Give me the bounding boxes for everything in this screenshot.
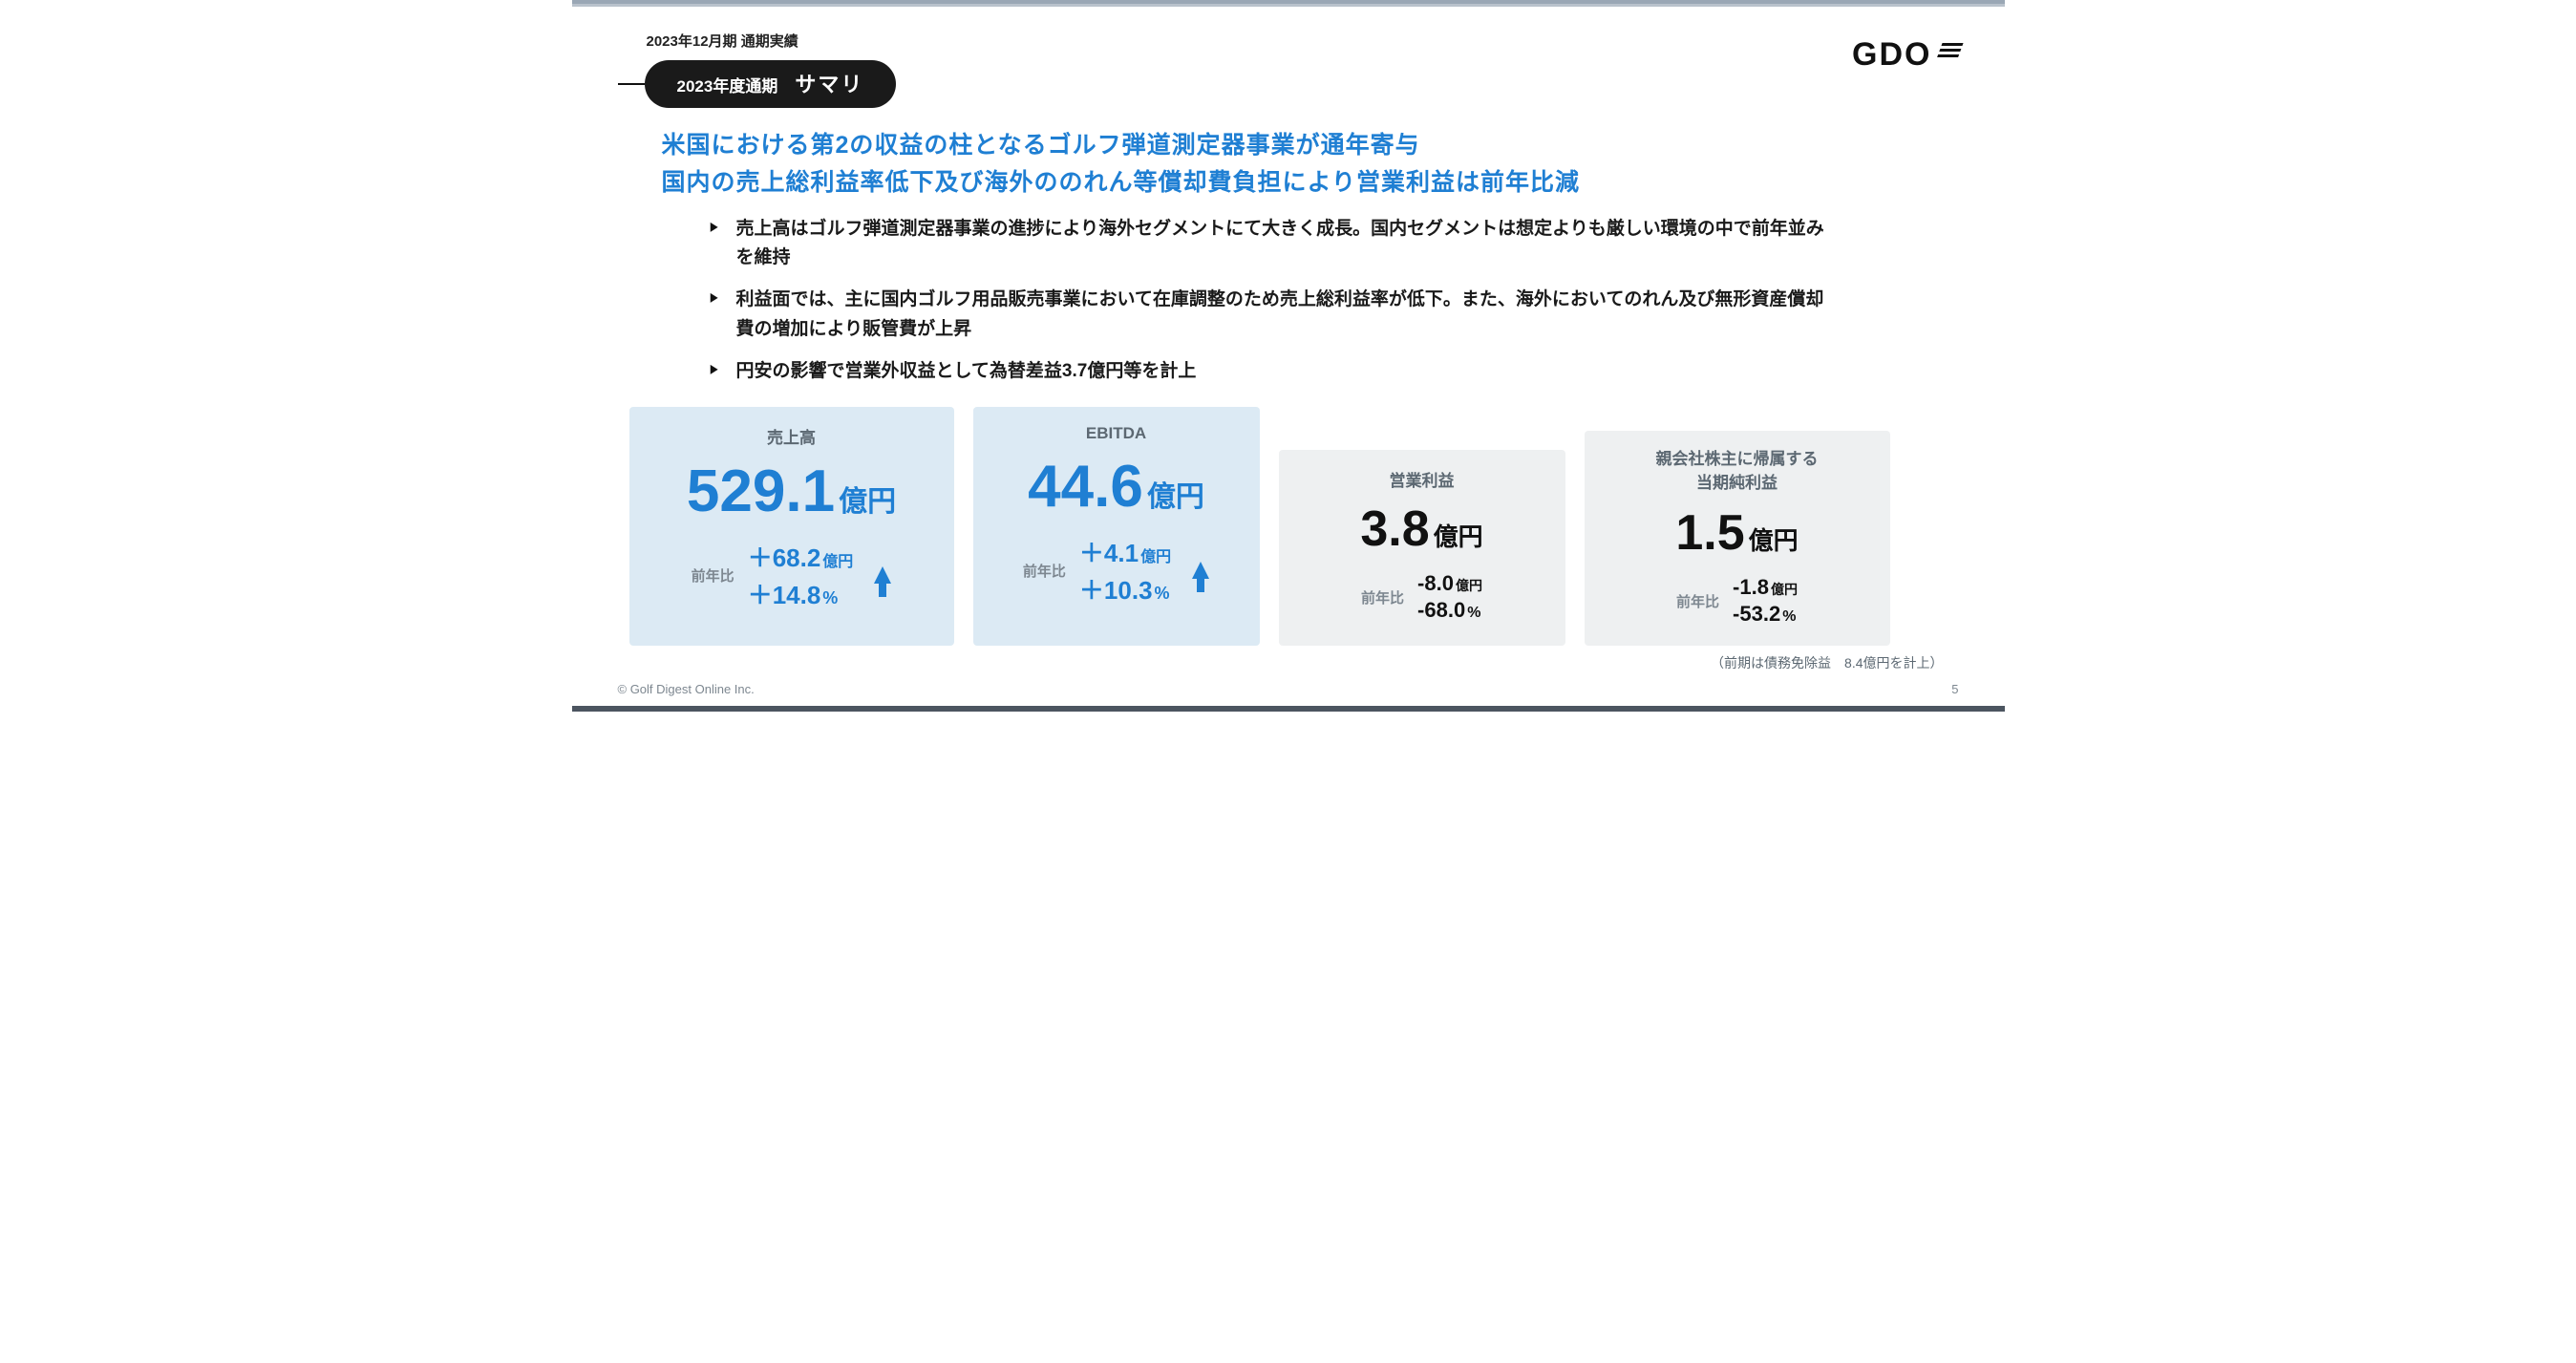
delta-values: ＋4.1億円 ＋10.3% (1079, 534, 1171, 607)
card-title: 営業利益 (1390, 467, 1455, 491)
delta-abs: ＋4.1 (1079, 534, 1139, 569)
bullet-list: 売上高はゴルフ弾道測定器事業の進捗により海外セグメントにて大きく成長。国内セグメ… (710, 215, 1959, 387)
headline-line-2: 国内の売上総利益率低下及び海外ののれん等償却費負担により営業利益は前年比減 (662, 164, 1959, 202)
arrow-up-icon (874, 566, 891, 584)
logo-stripes-icon (1933, 43, 1963, 67)
bullet-item: 売上高はゴルフ弾道測定器事業の進捗により海外セグメントにて大きく成長。国内セグメ… (710, 215, 1837, 273)
delta-values: -8.0億円 -68.0% (1417, 571, 1482, 623)
delta-abs-unit: 億円 (1771, 580, 1798, 599)
delta-abs-unit: 億円 (822, 548, 853, 571)
card-value: 3.8 億円 (1360, 500, 1482, 558)
delta-values: -1.8億円 -53.2% (1733, 575, 1798, 627)
logo: GDO (1852, 31, 1958, 74)
yoy-label: 前年比 (1676, 591, 1719, 611)
card-title: EBITDA (1086, 424, 1146, 443)
value-number: 44.6 (1028, 453, 1143, 521)
card-net-income: 親会社株主に帰属する 当期純利益 1.5 億円 前年比 -1.8億円 -53.2… (1585, 431, 1890, 646)
page-number: 5 (1951, 682, 1958, 696)
logo-text: GDO (1852, 36, 1931, 74)
card-delta: 前年比 ＋4.1億円 ＋10.3% (992, 534, 1241, 607)
breadcrumb: 2023年12月期 通期実績 (647, 31, 897, 51)
delta-abs: ＋68.2 (748, 539, 821, 574)
card-value: 44.6 億円 (1028, 453, 1204, 521)
card-title-line-1: 親会社株主に帰属する (1656, 448, 1819, 472)
value-number: 3.8 (1360, 500, 1429, 558)
title-pill: 2023年度通期 サマリ (645, 60, 897, 108)
card-value: 529.1 億円 (687, 458, 896, 525)
delta-abs-unit: 億円 (1140, 543, 1171, 566)
yoy-label: 前年比 (692, 565, 734, 586)
card-title: 親会社株主に帰属する 当期純利益 (1656, 448, 1819, 495)
title-period: 2023年度通期 (677, 73, 778, 96)
title-label: サマリ (795, 68, 863, 98)
delta-pct-unit: % (1155, 584, 1170, 604)
bottom-rule (572, 706, 2005, 712)
title-dash (618, 83, 645, 85)
delta-pct-unit: % (1467, 605, 1480, 622)
kpi-cards: 売上高 529.1 億円 前年比 ＋68.2億円 ＋14.8% EBITDA 4… (629, 407, 1959, 646)
delta-abs-unit: 億円 (1456, 576, 1482, 595)
card-value: 1.5 億円 (1675, 504, 1798, 562)
value-unit: 億円 (1434, 518, 1483, 553)
delta-pct-unit: % (1782, 608, 1796, 626)
yoy-label: 前年比 (1023, 561, 1066, 581)
header: 2023年12月期 通期実績 2023年度通期 サマリ GDO (618, 31, 1959, 108)
footnote: （前期は債務免除益 8.4億円を計上） (618, 653, 1944, 672)
card-delta: 前年比 -8.0億円 -68.0% (1298, 571, 1546, 623)
card-delta: 前年比 -1.8億円 -53.2% (1604, 575, 1871, 627)
delta-pct: -68.0 (1417, 598, 1465, 623)
card-operating-profit: 営業利益 3.8 億円 前年比 -8.0億円 -68.0% (1279, 450, 1565, 646)
card-revenue: 売上高 529.1 億円 前年比 ＋68.2億円 ＋14.8% (629, 407, 954, 646)
headline-line-1: 米国における第2の収益の柱となるゴルフ弾道測定器事業が通年寄与 (662, 127, 1959, 164)
card-ebitda: EBITDA 44.6 億円 前年比 ＋4.1億円 ＋10.3% (973, 407, 1260, 646)
arrow-up-icon (1192, 562, 1209, 579)
delta-pct: ＋14.8 (748, 576, 821, 611)
delta-pct: -53.2 (1733, 602, 1780, 627)
header-left: 2023年12月期 通期実績 2023年度通期 サマリ (618, 31, 897, 108)
top-rule (572, 4, 2005, 7)
card-title-line-2: 当期純利益 (1656, 472, 1819, 496)
delta-pct-unit: % (822, 588, 838, 608)
title-pill-row: 2023年度通期 サマリ (618, 60, 897, 108)
bullet-item: 円安の影響で営業外収益として為替差益3.7億円等を計上 (710, 357, 1837, 386)
value-unit: 億円 (1147, 473, 1204, 515)
slide: 2023年12月期 通期実績 2023年度通期 サマリ GDO 米国における第2… (572, 0, 2005, 706)
yoy-label: 前年比 (1361, 587, 1404, 607)
value-unit: 億円 (1749, 522, 1799, 557)
copyright: © Golf Digest Online Inc. (618, 682, 755, 696)
card-title: 売上高 (767, 424, 816, 448)
card-delta: 前年比 ＋68.2億円 ＋14.8% (649, 539, 935, 611)
delta-values: ＋68.2億円 ＋14.8% (748, 539, 854, 611)
delta-abs: -1.8 (1733, 575, 1769, 600)
value-number: 529.1 (687, 458, 835, 525)
delta-abs: -8.0 (1417, 571, 1454, 596)
headline: 米国における第2の収益の柱となるゴルフ弾道測定器事業が通年寄与 国内の売上総利益… (662, 127, 1959, 202)
value-number: 1.5 (1675, 504, 1744, 562)
value-unit: 億円 (839, 478, 896, 520)
delta-pct: ＋10.3 (1079, 571, 1153, 607)
footer: © Golf Digest Online Inc. 5 (618, 682, 1959, 696)
bullet-item: 利益面では、主に国内ゴルフ用品販売事業において在庫調整のため売上総利益率が低下。… (710, 286, 1837, 344)
